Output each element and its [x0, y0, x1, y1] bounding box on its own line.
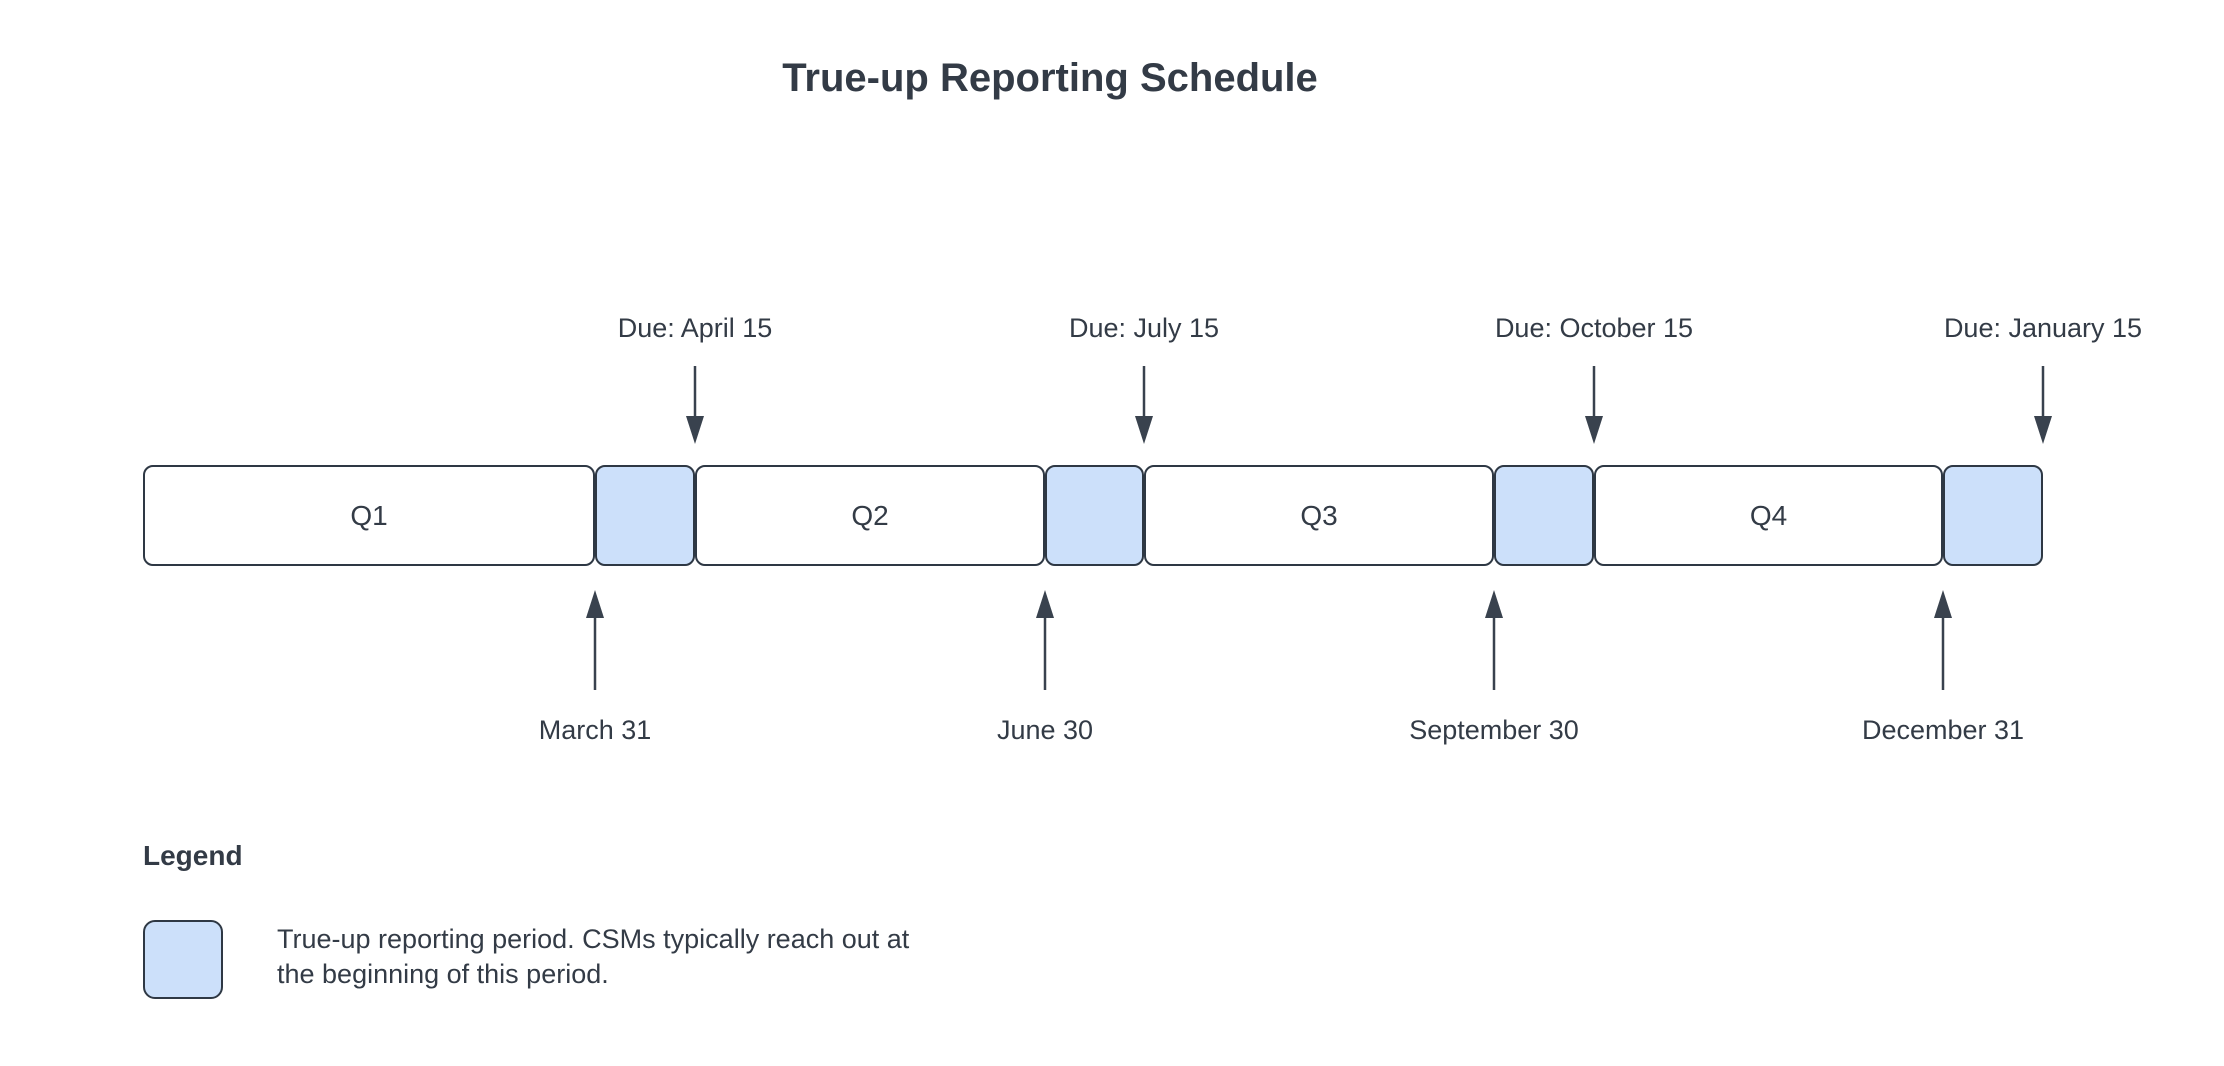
- quarter-end-label-q4: December 31: [1861, 715, 2025, 745]
- quarter-segment-q3: Q3: [1144, 465, 1494, 566]
- period-end-arrow-up-icon: [1934, 590, 1952, 690]
- quarter-end-label-q2: June 30: [996, 715, 1094, 745]
- page-title: True-up Reporting Schedule: [782, 56, 1318, 100]
- due-date-label-q4: Due: January 15: [1943, 313, 2143, 343]
- trueup-period-segment-2: [1045, 465, 1144, 566]
- legend-trueup-swatch: [143, 920, 223, 999]
- period-end-arrow-up-icon: [1485, 590, 1503, 690]
- due-arrow-down-icon: [2034, 366, 2052, 444]
- quarter-label: Q3: [1300, 499, 1338, 531]
- due-arrow-down-icon: [1135, 366, 1153, 444]
- legend-description-line: True-up reporting period. CSMs typically…: [277, 924, 910, 954]
- quarter-label: Q1: [350, 499, 388, 531]
- legend-description: True-up reporting period. CSMs typically…: [277, 922, 909, 992]
- period-end-arrow-up-icon: [586, 590, 604, 690]
- due-date-label-q2: Due: July 15: [1068, 313, 1220, 343]
- legend-heading: Legend: [143, 840, 243, 871]
- quarter-segment-q1: Q1: [143, 465, 595, 566]
- due-arrow-down-icon: [686, 366, 704, 444]
- period-end-arrow-up-icon: [1036, 590, 1054, 690]
- trueup-period-segment-4: [1943, 465, 2043, 566]
- quarter-end-label-q1: March 31: [538, 715, 652, 745]
- trueup-period-segment-3: [1494, 465, 1594, 566]
- quarter-label: Q2: [851, 499, 889, 531]
- trueup-period-segment-1: [595, 465, 695, 566]
- legend-description-line: the beginning of this period.: [277, 959, 609, 989]
- quarter-label: Q4: [1749, 499, 1788, 531]
- quarter-segment-q2: Q2: [695, 465, 1045, 566]
- due-date-label-q1: Due: April 15: [617, 313, 773, 343]
- due-date-label-q3: Due: October 15: [1494, 313, 1694, 343]
- quarter-segment-q4: Q4: [1594, 465, 1943, 566]
- due-arrow-down-icon: [1585, 366, 1603, 444]
- quarter-end-label-q3: September 30: [1409, 715, 1579, 745]
